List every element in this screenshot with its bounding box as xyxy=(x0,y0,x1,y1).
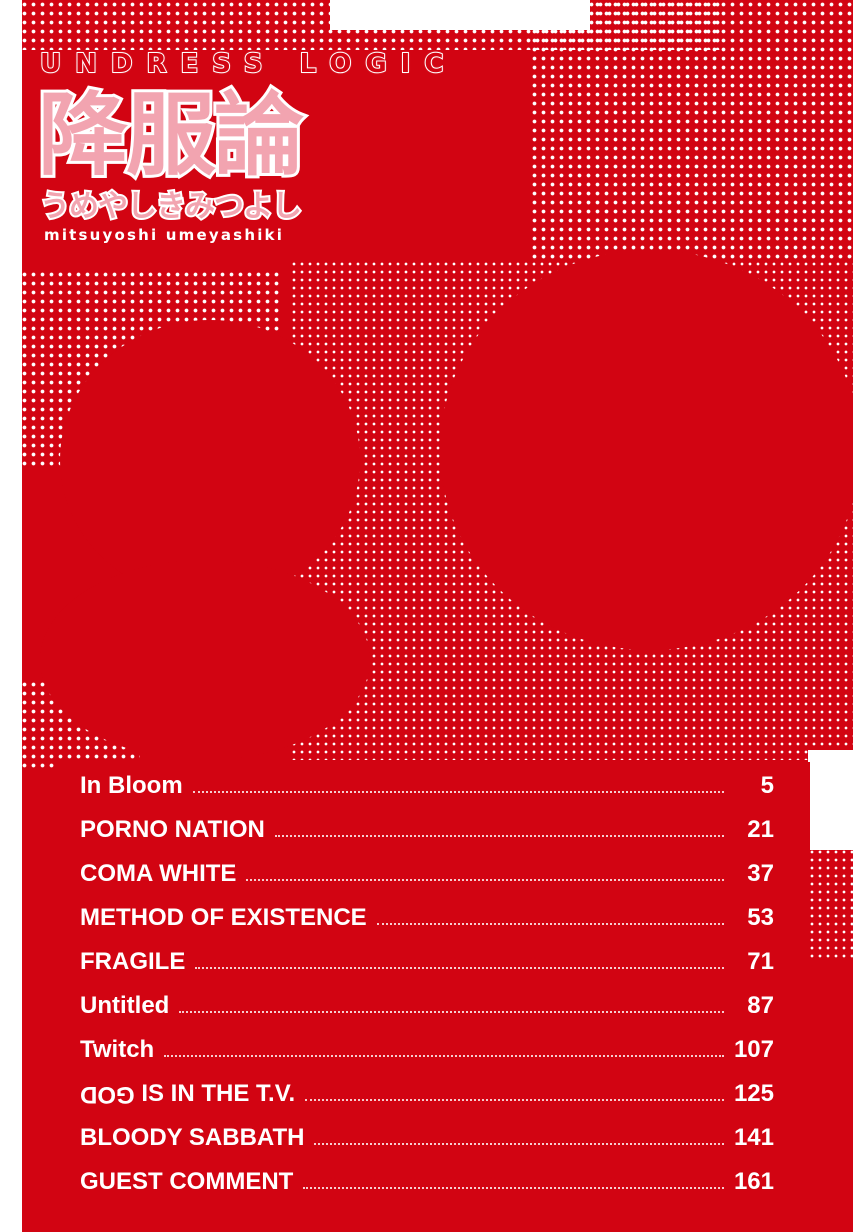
toc-entry: BLOODY SABBATH 141 xyxy=(80,1118,774,1158)
white-edge-right xyxy=(808,750,853,850)
shape-shadow xyxy=(440,250,853,650)
toc-entry: GOD IS IN THE T.V. 125 xyxy=(80,1074,774,1114)
shape-shadow-left xyxy=(60,320,360,600)
halftone-right-bottom xyxy=(808,840,853,960)
toc-page: 87 xyxy=(747,992,774,1019)
toc-title: BLOODY SABBATH xyxy=(80,1124,305,1151)
toc-title: GUEST COMMENT xyxy=(80,1168,294,1195)
toc-title-flipped: GOD xyxy=(80,1081,135,1108)
dot-leader xyxy=(376,923,724,925)
toc-page: 53 xyxy=(747,904,774,931)
toc-entry: COMA WHITE 37 xyxy=(80,854,774,894)
toc-page: 107 xyxy=(733,1036,774,1063)
toc-title: Twitch xyxy=(80,1036,155,1063)
toc-title: METHOD OF EXISTENCE xyxy=(80,904,367,931)
toc-entry: In Bloom 5 xyxy=(80,766,774,806)
shape-shadow-bottom xyxy=(40,560,370,760)
dot-leader xyxy=(164,1055,724,1057)
toc-entry: METHOD OF EXISTENCE 53 xyxy=(80,898,774,938)
toc-title: FRAGILE xyxy=(80,948,186,975)
toc-title: In Bloom xyxy=(80,772,183,799)
toc-entry: FRAGILE 71 xyxy=(80,942,774,982)
toc-title: IS IN THE T.V. xyxy=(134,1080,296,1107)
author-name-en: mitsuyoshi umeyashiki xyxy=(44,226,285,244)
toc-entry: Untitled 87 xyxy=(80,986,774,1026)
series-title: UNDRESS LOGIC xyxy=(39,49,458,79)
halftone-right-top xyxy=(530,0,853,260)
dot-leader xyxy=(246,879,724,881)
dot-leader xyxy=(274,835,724,837)
dot-leader xyxy=(303,1187,724,1189)
table-of-contents: In Bloom 5 PORNO NATION 21 COMA WHITE 37 ME… xyxy=(58,762,810,1232)
toc-entry: PORNO NATION 21 xyxy=(80,810,774,850)
dot-leader xyxy=(195,967,724,969)
toc-page: 21 xyxy=(747,816,774,843)
torn-left-edge xyxy=(0,0,22,1232)
toc-page: 125 xyxy=(733,1080,774,1107)
author-name-jp: うめやしきみつよし xyxy=(38,188,304,226)
dot-leader xyxy=(314,1143,724,1145)
toc-page: 5 xyxy=(760,772,774,799)
dot-leader xyxy=(192,791,724,793)
toc-page: 71 xyxy=(747,948,774,975)
toc-title: COMA WHITE xyxy=(80,860,237,887)
toc-entry: Twitch 107 xyxy=(80,1030,774,1070)
toc-page: 37 xyxy=(747,860,774,887)
toc-page: 141 xyxy=(733,1124,774,1151)
dot-leader xyxy=(305,1099,724,1101)
book-title: 降服論 xyxy=(35,83,307,188)
toc-title: PORNO NATION xyxy=(80,816,265,843)
toc-entry: GUEST COMMENT 161 xyxy=(80,1162,774,1202)
dot-leader xyxy=(179,1011,724,1013)
toc-page: 161 xyxy=(733,1168,774,1195)
toc-title: Untitled xyxy=(80,992,170,1019)
